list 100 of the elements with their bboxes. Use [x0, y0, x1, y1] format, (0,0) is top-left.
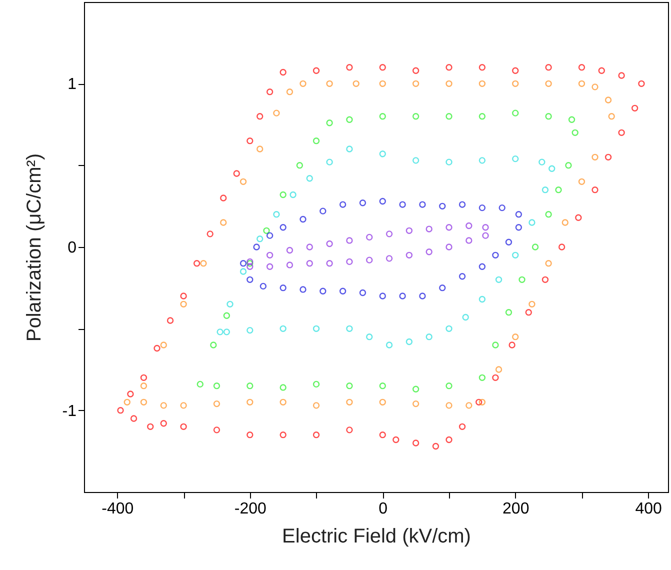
point: [320, 288, 326, 294]
point: [528, 300, 536, 308]
point: [326, 260, 333, 267]
point: [562, 219, 568, 226]
point: [200, 260, 207, 267]
point: [359, 289, 366, 296]
point: [300, 80, 306, 87]
point: [412, 113, 420, 120]
point: [280, 398, 286, 406]
point: [246, 432, 254, 438]
point: [147, 423, 154, 430]
point: [518, 276, 526, 283]
point: [346, 146, 353, 152]
point: [478, 398, 486, 406]
point: [326, 158, 333, 166]
point: [127, 390, 134, 398]
point: [366, 256, 373, 264]
point: [240, 178, 247, 185]
point: [366, 234, 373, 241]
point: [419, 292, 426, 300]
point: [412, 157, 420, 164]
point: [476, 398, 482, 406]
point: [346, 116, 353, 123]
point: [495, 366, 502, 373]
point: [446, 244, 452, 250]
point: [542, 186, 549, 194]
point: [458, 423, 466, 430]
point: [300, 286, 306, 293]
point: [266, 88, 274, 96]
point: [492, 342, 499, 348]
point: [339, 201, 346, 208]
point: [478, 204, 486, 212]
point: [286, 88, 294, 96]
point: [512, 252, 519, 258]
point: [180, 300, 187, 308]
point: [130, 415, 138, 422]
point: [306, 260, 313, 267]
point: [482, 232, 489, 239]
point: [366, 334, 373, 340]
point: [379, 432, 386, 438]
point: [346, 258, 353, 266]
point: [406, 252, 413, 258]
point: [392, 436, 400, 444]
point: [505, 309, 512, 316]
point: [196, 380, 204, 388]
point: [545, 80, 552, 87]
x-tick-label: 400: [635, 500, 662, 518]
point: [379, 198, 386, 205]
point: [406, 338, 413, 346]
point: [339, 288, 346, 294]
y-tick-label: 0: [68, 240, 77, 256]
y-tick-label: -1: [62, 402, 77, 420]
point: [306, 175, 313, 182]
point: [379, 150, 386, 158]
point: [492, 374, 499, 381]
y-axis-title: Polarization (μC/cm²): [23, 153, 46, 342]
point: [512, 67, 519, 74]
point: [280, 432, 286, 438]
point: [515, 224, 522, 231]
point: [478, 263, 486, 270]
point: [592, 84, 598, 90]
point: [575, 214, 582, 221]
point: [598, 67, 605, 74]
point: [379, 292, 386, 300]
point: [140, 374, 148, 381]
point: [359, 200, 366, 206]
point: [446, 64, 452, 71]
point: [545, 211, 552, 218]
point: [505, 238, 512, 246]
point: [618, 72, 625, 79]
point: [555, 186, 562, 194]
point: [223, 312, 230, 319]
point: [346, 398, 353, 406]
point: [592, 186, 598, 194]
point: [117, 407, 124, 414]
point: [466, 237, 472, 244]
point: [246, 276, 254, 283]
point: [604, 96, 612, 104]
point: [545, 64, 552, 71]
point: [300, 216, 306, 223]
point: [462, 314, 469, 321]
point: [124, 398, 130, 406]
point: [210, 342, 217, 348]
x-tick-label: 0: [378, 500, 388, 518]
point: [256, 113, 264, 120]
point: [446, 113, 452, 120]
point: [618, 129, 625, 136]
point: [565, 162, 572, 169]
point: [379, 398, 386, 406]
point: [273, 211, 280, 218]
point: [458, 273, 466, 280]
point: [312, 325, 320, 332]
point: [379, 113, 386, 120]
point: [140, 398, 148, 406]
point: [528, 219, 536, 226]
point: [223, 328, 230, 336]
point: [180, 292, 187, 300]
point: [160, 420, 167, 427]
point: [446, 158, 452, 166]
point: [446, 80, 452, 87]
